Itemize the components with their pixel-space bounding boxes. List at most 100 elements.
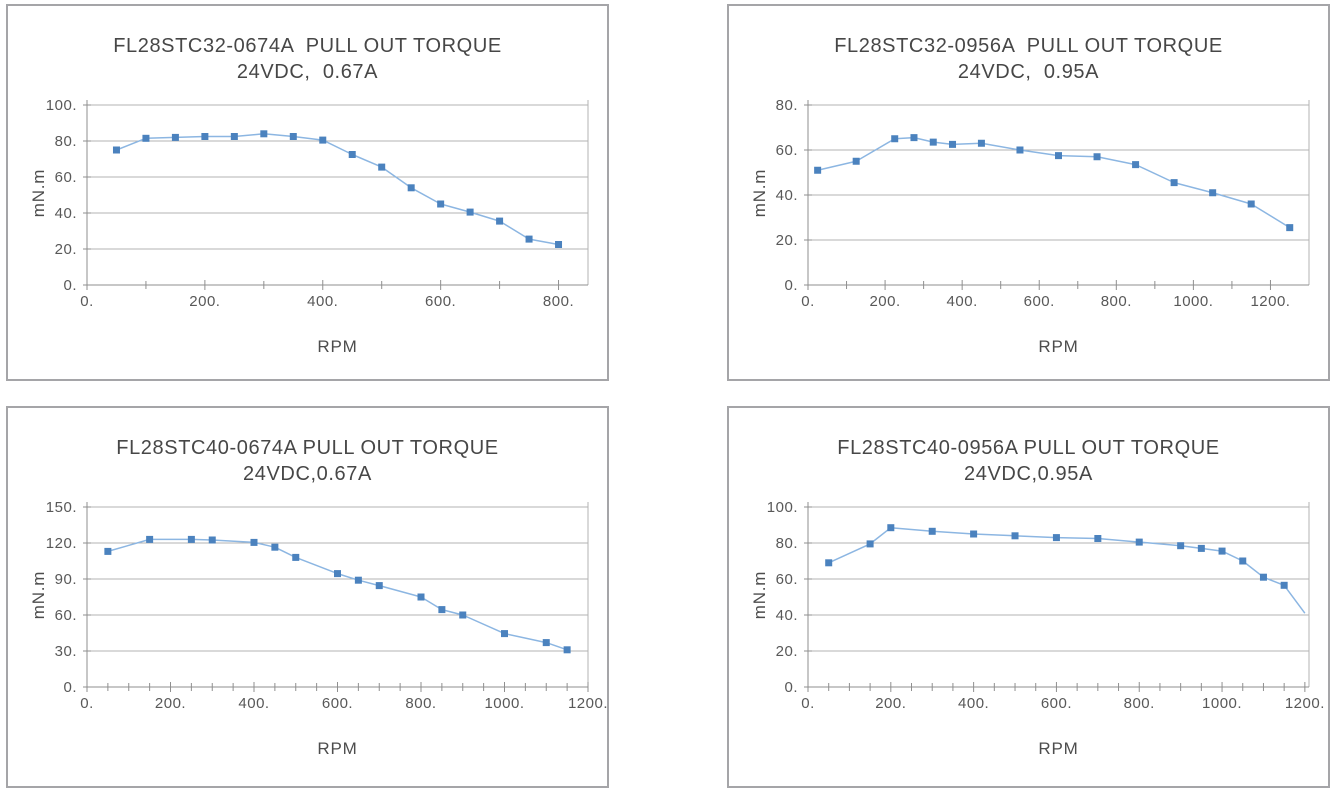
- x-tick-label: 400.: [238, 695, 269, 712]
- data-point: [334, 570, 341, 578]
- chart-subtitle: 24VDC, 0.67A: [236, 61, 379, 83]
- x-tick-label: 600.: [425, 293, 456, 310]
- gridlines: [808, 104, 1309, 241]
- data-point: [1052, 534, 1060, 542]
- data-point: [146, 535, 154, 543]
- data-point: [525, 235, 533, 243]
- data-point: [250, 538, 258, 546]
- x-tick-label: 0.: [80, 695, 94, 712]
- data-point: [542, 639, 550, 647]
- data-point: [555, 241, 563, 248]
- data-point: [417, 593, 425, 601]
- y-tick-label: 40.: [776, 607, 798, 624]
- y-tick-label: 150.: [46, 499, 77, 516]
- chart-panel-fl28stc40-0674a: FL28STC40-0674A PULL OUT TORQUE 24VDC,0.…: [6, 406, 609, 788]
- y-axis-title: mN.m: [29, 169, 48, 218]
- x-minor-tick-group: [145, 281, 501, 289]
- y-axis-title: mN.m: [750, 571, 769, 620]
- data-point: [1016, 146, 1024, 154]
- data-point: [970, 530, 978, 538]
- x-tick-label: 400.: [307, 293, 338, 310]
- data-point: [887, 524, 895, 532]
- x-tick-label: 200.: [875, 695, 906, 712]
- x-tick-label: 200.: [155, 695, 186, 712]
- y-axis-title: mN.m: [29, 571, 48, 620]
- data-point: [142, 134, 150, 142]
- data-point: [407, 184, 415, 192]
- y-tick-label: 100.: [767, 499, 798, 516]
- gridlines: [87, 506, 588, 652]
- data-point: [459, 611, 467, 619]
- series-markers: [112, 130, 563, 248]
- y-axis-title: mN.m: [750, 169, 769, 218]
- y-tick-label: 0.: [784, 277, 798, 294]
- data-point: [1197, 544, 1205, 552]
- x-tick-label: 400.: [958, 695, 989, 712]
- y-tick-label: 0.: [63, 679, 77, 696]
- data-point: [928, 527, 936, 535]
- x-minor-tick-group: [107, 683, 568, 691]
- x-tick-label: 800.: [1124, 695, 1155, 712]
- data-point: [891, 135, 899, 143]
- x-minor-tick-group: [828, 683, 1285, 691]
- x-tick-label: 600.: [1041, 695, 1072, 712]
- data-point: [230, 133, 238, 140]
- x-tick-label: 400.: [947, 293, 978, 310]
- x-tick-group: 0. 200. 400. 600. 800.: [80, 280, 574, 310]
- x-tick-label: 0.: [801, 695, 815, 712]
- x-tick-label: 200.: [869, 293, 900, 310]
- data-point: [852, 157, 860, 165]
- data-point: [171, 133, 179, 141]
- data-point: [466, 208, 474, 216]
- data-point: [112, 146, 120, 154]
- y-tick-label: 60.: [776, 142, 798, 159]
- data-point: [437, 200, 445, 208]
- y-tick-label: 40.: [776, 187, 798, 204]
- chart-title-block: FL28STC40-0956A PULL OUT TORQUE 24VDC,0.…: [729, 435, 1328, 487]
- x-tick-label: 800.: [405, 695, 436, 712]
- y-tick-label: 120.: [46, 535, 77, 552]
- chart-subtitle: 24VDC, 0.95A: [957, 61, 1100, 83]
- data-point: [949, 140, 957, 148]
- data-point: [1093, 153, 1101, 161]
- y-tick-label: 20.: [55, 241, 77, 258]
- data-point: [1286, 224, 1294, 232]
- x-tick-group: 0. 200. 400. 600. 800. 1000. 1200.: [801, 682, 1324, 712]
- chart-canvas: 0. 20. 40. 60. 80. 0. 200. 400. 600. 800. 1000. 120…: [750, 97, 1310, 356]
- series-markers: [814, 134, 1294, 232]
- data-point: [1132, 161, 1140, 169]
- y-tick-label: 0.: [63, 277, 77, 294]
- data-point: [104, 547, 112, 555]
- data-point: [292, 553, 300, 561]
- data-point: [1239, 557, 1247, 565]
- chart-panel-fl28stc32-0674a: FL28STC32-0674A PULL OUT TORQUE 24VDC, 0…: [6, 4, 609, 381]
- y-tick-label: 90.: [55, 571, 77, 588]
- x-tick-label: 0.: [801, 293, 815, 310]
- x-tick-label: 1000.: [484, 695, 524, 712]
- data-point: [378, 163, 386, 171]
- y-tick-label: 20.: [776, 643, 798, 660]
- data-point: [929, 138, 937, 146]
- data-point: [825, 559, 833, 567]
- data-point: [201, 133, 209, 140]
- series-line: [116, 133, 559, 246]
- chart-title: FL28STC40-0674A PULL OUT TORQUE: [116, 437, 499, 459]
- y-tick-label: 40.: [55, 205, 77, 222]
- gridlines: [808, 506, 1309, 652]
- x-axis-title: RPM: [1038, 739, 1078, 758]
- chart-subtitle: 24VDC,0.95A: [964, 463, 1093, 485]
- x-tick-label: 1200.: [568, 695, 607, 712]
- y-tick-label: 80.: [776, 535, 798, 552]
- data-point: [271, 543, 279, 551]
- x-tick-label: 200.: [189, 293, 220, 310]
- data-point: [354, 576, 362, 584]
- x-minor-tick-group: [846, 281, 1233, 289]
- data-point: [1218, 547, 1226, 555]
- y-tick-label: 60.: [55, 169, 77, 186]
- data-point: [1055, 152, 1062, 160]
- chart-canvas: 0. 30. 60. 90. 120. 150. 0. 200. 400. 600. 800. 100…: [29, 499, 607, 758]
- x-axis-title: RPM: [1038, 337, 1078, 356]
- y-tick-label: 60.: [776, 571, 798, 588]
- x-tick-label: 800.: [543, 293, 574, 310]
- data-point: [1177, 542, 1185, 550]
